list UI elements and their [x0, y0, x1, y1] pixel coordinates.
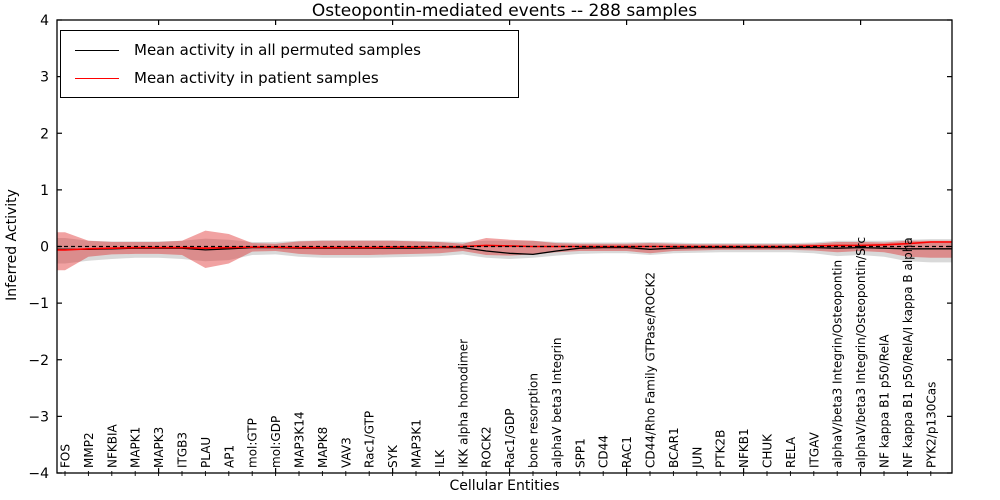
x-tick-label: alphaV/beta3 Integrin/Osteopontin [831, 260, 845, 468]
x-tick-label: MAPK3 [152, 427, 166, 468]
y-tick-label: −3 [28, 409, 49, 425]
x-tick-label: SPP1 [573, 438, 587, 468]
y-tick-label: −1 [28, 296, 49, 312]
x-tick-label: PYK2/p130Cas [924, 382, 938, 468]
y-tick-label: −4 [28, 466, 49, 482]
x-tick-label: VAV3 [339, 437, 353, 468]
x-tick-label: FOS [59, 444, 73, 468]
x-tick-label: MAP3K1 [410, 419, 424, 468]
legend-label-permuted: Mean activity in all permuted samples [134, 41, 421, 59]
black-line-swatch [75, 49, 119, 51]
x-tick-label: mol:GDP [269, 416, 283, 468]
y-tick-label: 0 [40, 240, 49, 256]
x-tick-label: ITGAV [807, 431, 821, 468]
x-tick-label: alphaV/beta3 Integrin/Osteopontin/Src [854, 237, 868, 468]
y-tick-label: −2 [28, 353, 49, 369]
legend: Mean activity in all permuted samples Me… [60, 30, 519, 98]
x-tick-label: alphaV beta3 Integrin [550, 337, 564, 468]
x-tick-label: BCAR1 [667, 427, 681, 468]
x-tick-label: IKK alpha homodimer [456, 339, 470, 468]
y-tick-label: 1 [40, 183, 49, 199]
x-tick-label: AP1 [222, 445, 236, 468]
x-tick-label: ROCK2 [480, 426, 494, 468]
x-tick-label: MAPK1 [129, 427, 143, 468]
x-tick-label: NFKB1 [737, 428, 751, 468]
x-tick-label: CHUK [761, 433, 775, 468]
x-tick-label: Rac1/GDP [503, 409, 517, 468]
x-tick-label: MAPK8 [316, 427, 330, 468]
y-tick-label: 3 [40, 70, 49, 86]
x-tick-label: MMP2 [82, 432, 96, 468]
red-line-swatch [75, 77, 119, 79]
y-axis-label: Inferred Activity [4, 189, 20, 301]
x-tick-label: PLAU [199, 437, 213, 468]
permuted-band [57, 238, 952, 264]
legend-label-patient: Mean activity in patient samples [134, 69, 379, 87]
x-tick-label: NF kappa B1 p50/RelA [878, 334, 892, 468]
x-tick-label: RELA [784, 436, 798, 468]
x-tick-label: bone resorption [527, 373, 541, 468]
legend-item-patient: Mean activity in patient samples [75, 64, 512, 92]
black-mean-line [57, 246, 952, 256]
patient-band [57, 230, 952, 271]
x-tick-label: MAP3K14 [293, 411, 307, 468]
x-tick-label: CD44 [597, 435, 611, 468]
legend-item-permuted: Mean activity in all permuted samples [75, 36, 512, 64]
x-tick-label: JUN [690, 447, 704, 469]
x-tick-label: RAC1 [620, 436, 634, 468]
x-tick-label: mol:GTP [246, 418, 260, 468]
chart-title: Osteopontin-mediated events -- 288 sampl… [311, 1, 698, 21]
x-tick-label: Rac1/GTP [363, 411, 377, 468]
x-tick-label: SYK [386, 444, 400, 468]
y-tick-label: 2 [40, 126, 49, 142]
x-tick-label: ITGB3 [176, 432, 190, 468]
y-tick-label: 4 [40, 13, 49, 29]
x-tick-label: NFKBIA [105, 423, 119, 468]
x-tick-label: NF kappa B1 p50/RelA/I kappa B alpha [901, 237, 915, 468]
x-tick-label: ILK [433, 449, 447, 468]
x-tick-label: CD44/Rho Family GTPase/ROCK2 [644, 272, 658, 468]
x-tick-label: PTK2B [714, 430, 728, 468]
x-axis-label: Cellular Entities [449, 478, 560, 494]
